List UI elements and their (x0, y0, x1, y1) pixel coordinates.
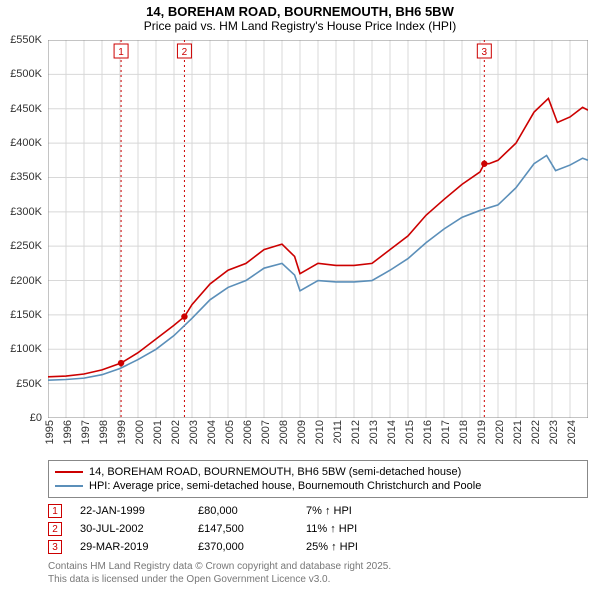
y-tick-label: £200K (10, 275, 42, 287)
y-tick-label: £450K (10, 103, 42, 115)
sale-row: 1 22-JAN-1999 £80,000 7% ↑ HPI (48, 502, 358, 520)
legend: 14, BOREHAM ROAD, BOURNEMOUTH, BH6 5BW (… (48, 460, 588, 498)
x-tick-label: 2015 (404, 420, 416, 444)
x-tick-label: 1997 (80, 420, 92, 444)
title-line1: 14, BOREHAM ROAD, BOURNEMOUTH, BH6 5BW (0, 4, 600, 19)
chart-title: 14, BOREHAM ROAD, BOURNEMOUTH, BH6 5BW P… (0, 0, 600, 33)
x-tick-label: 2020 (494, 420, 506, 444)
sale-date: 29-MAR-2019 (80, 541, 180, 553)
sale-marker-badge: 1 (48, 504, 62, 518)
sales-table: 1 22-JAN-1999 £80,000 7% ↑ HPI 2 30-JUL-2002 £… (48, 502, 358, 556)
sale-delta: 7% ↑ HPI (306, 505, 352, 517)
x-tick-label: 2017 (440, 420, 452, 444)
x-tick-label: 2014 (386, 420, 398, 444)
sale-row: 2 30-JUL-2002 £147,500 11% ↑ HPI (48, 520, 358, 538)
x-tick-label: 2003 (188, 420, 200, 444)
x-tick-label: 2022 (530, 420, 542, 444)
x-tick-label: 2004 (206, 420, 218, 444)
y-tick-label: £550K (10, 34, 42, 46)
y-axis-labels: £0£50K£100K£150K£200K£250K£300K£350K£400… (0, 40, 44, 418)
title-line2: Price paid vs. HM Land Registry's House … (0, 19, 600, 33)
x-tick-label: 2008 (278, 420, 290, 444)
x-tick-label: 2018 (458, 420, 470, 444)
legend-row-1: 14, BOREHAM ROAD, BOURNEMOUTH, BH6 5BW (… (55, 465, 581, 479)
y-tick-label: £250K (10, 240, 42, 252)
footer-line1: Contains HM Land Registry data © Crown c… (48, 561, 391, 574)
x-axis-labels: 1995199619971998199920002001200220032004… (48, 420, 588, 458)
y-tick-label: £500K (10, 68, 42, 80)
x-tick-label: 2019 (476, 420, 488, 444)
x-tick-label: 2000 (134, 420, 146, 444)
y-tick-label: £350K (10, 171, 42, 183)
sale-marker-badge: 3 (48, 540, 62, 554)
x-tick-label: 1995 (44, 420, 56, 444)
y-tick-label: £100K (10, 343, 42, 355)
x-tick-label: 2007 (260, 420, 272, 444)
sale-price: £80,000 (198, 505, 288, 517)
legend-swatch-1 (55, 471, 83, 473)
sale-row: 3 29-MAR-2019 £370,000 25% ↑ HPI (48, 538, 358, 556)
sale-date: 22-JAN-1999 (80, 505, 180, 517)
legend-row-2: HPI: Average price, semi-detached house,… (55, 479, 581, 493)
legend-label-2: HPI: Average price, semi-detached house,… (89, 480, 481, 492)
svg-text:1: 1 (118, 47, 124, 58)
x-tick-label: 2011 (332, 420, 344, 444)
svg-text:3: 3 (482, 47, 488, 58)
sale-delta: 25% ↑ HPI (306, 541, 358, 553)
chart-svg: 1 2 3 (48, 40, 588, 418)
x-tick-label: 2001 (152, 420, 164, 444)
x-tick-label: 2002 (170, 420, 182, 444)
x-tick-label: 2010 (314, 420, 326, 444)
y-tick-label: £300K (10, 206, 42, 218)
footer-attribution: Contains HM Land Registry data © Crown c… (48, 561, 391, 586)
x-tick-label: 2013 (368, 420, 380, 444)
x-tick-label: 2021 (512, 420, 524, 444)
x-tick-label: 2012 (350, 420, 362, 444)
x-tick-label: 2023 (548, 420, 560, 444)
y-tick-label: £400K (10, 137, 42, 149)
legend-label-1: 14, BOREHAM ROAD, BOURNEMOUTH, BH6 5BW (… (89, 466, 461, 478)
legend-swatch-2 (55, 485, 83, 487)
chart-plot-area: 1 2 3 (48, 40, 588, 418)
x-tick-label: 1998 (98, 420, 110, 444)
sale-price: £370,000 (198, 541, 288, 553)
sale-price: £147,500 (198, 523, 288, 535)
x-tick-label: 1999 (116, 420, 128, 444)
x-tick-label: 2016 (422, 420, 434, 444)
svg-text:2: 2 (182, 47, 188, 58)
sale-delta: 11% ↑ HPI (306, 523, 357, 535)
x-tick-label: 2024 (566, 420, 578, 444)
y-tick-label: £150K (10, 309, 42, 321)
x-tick-label: 2005 (224, 420, 236, 444)
footer-line2: This data is licensed under the Open Gov… (48, 574, 391, 587)
x-tick-label: 2006 (242, 420, 254, 444)
y-tick-label: £50K (16, 378, 42, 390)
x-tick-label: 1996 (62, 420, 74, 444)
y-tick-label: £0 (30, 412, 42, 424)
sale-marker-badge: 2 (48, 522, 62, 536)
sale-date: 30-JUL-2002 (80, 523, 180, 535)
x-tick-label: 2009 (296, 420, 308, 444)
